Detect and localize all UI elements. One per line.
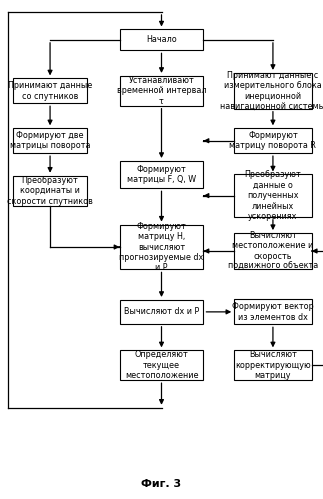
Text: Фиг. 3: Фиг. 3	[141, 479, 182, 489]
FancyBboxPatch shape	[120, 29, 203, 50]
Text: Преобразуют
координаты и
скорости спутников: Преобразуют координаты и скорости спутни…	[7, 176, 93, 206]
Text: Формируют две
матрицы поворота: Формируют две матрицы поворота	[10, 131, 90, 150]
FancyBboxPatch shape	[234, 73, 312, 109]
FancyBboxPatch shape	[234, 299, 312, 324]
Text: Начало: Начало	[146, 35, 177, 44]
Text: Преобразуют
данные о
полученных
линейных
ускорениях: Преобразуют данные о полученных линейных…	[245, 170, 301, 221]
FancyBboxPatch shape	[13, 78, 87, 103]
FancyBboxPatch shape	[13, 128, 87, 153]
FancyBboxPatch shape	[234, 175, 312, 217]
Text: Вычисляют
местоположение и
скорость
подвижного объекта: Вычисляют местоположение и скорость подв…	[228, 231, 318, 271]
Text: Принимают данные
со спутников: Принимают данные со спутников	[8, 81, 92, 100]
FancyBboxPatch shape	[120, 350, 203, 380]
FancyBboxPatch shape	[120, 161, 203, 188]
FancyBboxPatch shape	[120, 76, 203, 106]
FancyBboxPatch shape	[234, 233, 312, 269]
Text: Вычисляют dx и P: Вычисляют dx и P	[124, 307, 199, 316]
FancyBboxPatch shape	[120, 225, 203, 269]
Text: Принимают данные с
измерительного блока
инерционной
навигационной системы: Принимают данные с измерительного блока …	[220, 71, 323, 111]
Text: Вычисляют
корректирующую
матрицу: Вычисляют корректирующую матрицу	[235, 350, 311, 380]
Text: Устанавливают
временной интервал
τ: Устанавливают временной интервал τ	[117, 76, 206, 106]
FancyBboxPatch shape	[120, 300, 203, 324]
Text: Формируют
матрицу поворота R: Формируют матрицу поворота R	[230, 131, 316, 150]
Text: Формируют вектор
из элементов dx: Формируют вектор из элементов dx	[232, 302, 314, 321]
FancyBboxPatch shape	[13, 176, 87, 206]
FancyBboxPatch shape	[234, 350, 312, 380]
Text: Формируют
матрицу H,
вычисляют
прогнозируемые dx
и P: Формируют матрицу H, вычисляют прогнозир…	[120, 222, 203, 272]
FancyBboxPatch shape	[234, 128, 312, 153]
Text: Формируют
матрицы F, Q, W: Формируют матрицы F, Q, W	[127, 165, 196, 184]
Text: Определяют
текущее
местоположение: Определяют текущее местоположение	[125, 350, 198, 380]
